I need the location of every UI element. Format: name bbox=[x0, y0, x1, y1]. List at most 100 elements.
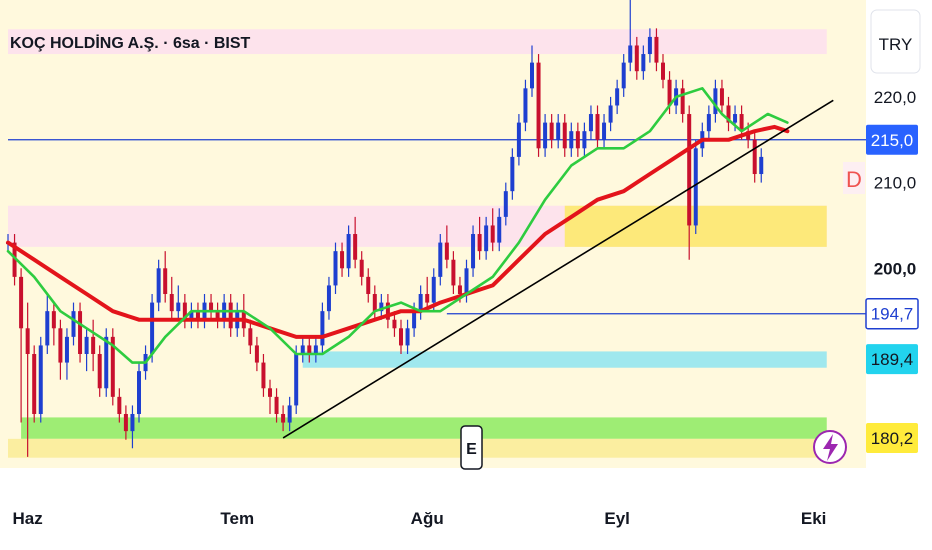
candle-76 bbox=[503, 182, 508, 226]
candle-11 bbox=[78, 302, 83, 363]
candle-88 bbox=[582, 122, 587, 157]
candle-55 bbox=[366, 268, 371, 303]
indicator-badge[interactable]: D bbox=[843, 162, 865, 194]
zone-4 bbox=[21, 417, 827, 439]
candle-81 bbox=[536, 54, 541, 157]
candle-31 bbox=[209, 294, 214, 320]
candles-layer bbox=[6, 0, 764, 457]
candle-66 bbox=[438, 234, 443, 286]
time-axis[interactable]: Haz Tem Ağu Eyl Eki bbox=[13, 509, 827, 528]
candle-90 bbox=[595, 105, 600, 149]
indicator-letter: D bbox=[846, 167, 862, 192]
candle-32 bbox=[215, 302, 220, 329]
candle-18 bbox=[123, 405, 128, 440]
candle-20 bbox=[137, 362, 141, 423]
candle-41 bbox=[274, 388, 279, 423]
candle-26 bbox=[176, 285, 181, 320]
candle-24 bbox=[163, 251, 168, 303]
candle-92 bbox=[608, 96, 613, 132]
candle-8 bbox=[58, 319, 63, 380]
candle-51 bbox=[340, 242, 345, 277]
svg-text:180,2: 180,2 bbox=[871, 429, 914, 448]
trendline[interactable] bbox=[282, 99, 834, 439]
candle-48 bbox=[320, 302, 325, 354]
candle-19 bbox=[130, 405, 135, 449]
candle-34 bbox=[228, 294, 233, 337]
candle-3 bbox=[25, 302, 30, 457]
candle-40 bbox=[268, 379, 272, 414]
candle-56 bbox=[372, 285, 377, 320]
candle-52 bbox=[346, 225, 351, 277]
candle-2 bbox=[19, 268, 24, 423]
candle-43 bbox=[287, 396, 292, 432]
candle-44 bbox=[294, 345, 299, 414]
price-tag-2: 189,4 bbox=[866, 344, 918, 375]
candle-100 bbox=[661, 54, 665, 89]
flash-icon[interactable] bbox=[813, 430, 847, 464]
candle-12 bbox=[84, 328, 89, 372]
currency-button[interactable]: TRY bbox=[870, 9, 921, 74]
y-tick-1: 210,0 bbox=[874, 174, 917, 193]
candle-9 bbox=[64, 328, 69, 380]
candle-29 bbox=[195, 302, 200, 329]
currency-button-label: TRY bbox=[879, 35, 913, 54]
candle-114 bbox=[752, 131, 757, 183]
candle-45 bbox=[300, 336, 305, 363]
candle-17 bbox=[117, 388, 122, 423]
candle-68 bbox=[451, 251, 456, 295]
candle-73 bbox=[484, 216, 489, 260]
candle-77 bbox=[510, 148, 515, 200]
candle-110 bbox=[726, 96, 731, 132]
zone-3 bbox=[302, 351, 827, 368]
svg-text:194,7: 194,7 bbox=[871, 305, 914, 324]
candle-64 bbox=[425, 276, 430, 312]
candle-16 bbox=[110, 328, 115, 406]
candle-74 bbox=[490, 208, 495, 252]
x-tick-4: Eki bbox=[801, 509, 827, 528]
candle-98 bbox=[647, 28, 652, 63]
candle-23 bbox=[156, 259, 161, 312]
candle-63 bbox=[418, 285, 423, 320]
x-tick-3: Eyl bbox=[604, 509, 630, 528]
x-tick-1: Tem bbox=[220, 509, 254, 528]
candle-71 bbox=[471, 225, 476, 277]
candle-82 bbox=[543, 114, 548, 157]
price-tag-1: 194,7 bbox=[865, 297, 919, 330]
ema-fast-line[interactable] bbox=[6, 87, 789, 364]
candle-50 bbox=[333, 242, 338, 295]
candle-57 bbox=[379, 294, 384, 320]
candle-1 bbox=[12, 234, 17, 286]
price-axis[interactable]: 220,0 210,0 200,0 bbox=[874, 88, 917, 278]
x-tick-0: Haz bbox=[13, 509, 43, 528]
candle-7 bbox=[51, 302, 56, 346]
y-tick-0: 220,0 bbox=[874, 88, 917, 107]
candle-14 bbox=[97, 345, 102, 397]
earnings-marker[interactable]: E bbox=[460, 425, 483, 470]
price-tag-3: 180,2 bbox=[866, 422, 918, 453]
candle-72 bbox=[477, 216, 482, 260]
earnings-marker-label: E bbox=[466, 441, 477, 458]
zone-5 bbox=[8, 438, 827, 458]
candle-80 bbox=[530, 45, 534, 97]
candle-10 bbox=[71, 302, 76, 346]
candle-91 bbox=[602, 114, 607, 149]
candle-89 bbox=[588, 105, 593, 140]
candle-42 bbox=[281, 405, 286, 432]
candle-79 bbox=[523, 79, 528, 132]
candle-105 bbox=[693, 139, 698, 235]
ema-slow-line[interactable] bbox=[6, 124, 790, 339]
chart-title: KOÇ HOLDİNG A.Ş. · 6sa · BIST bbox=[10, 34, 251, 52]
candle-13 bbox=[91, 319, 96, 372]
candle-59 bbox=[392, 311, 397, 337]
candle-78 bbox=[516, 114, 521, 166]
candle-97 bbox=[641, 45, 646, 80]
candle-25 bbox=[169, 276, 174, 320]
candle-47 bbox=[313, 336, 318, 363]
candle-108 bbox=[713, 79, 718, 123]
candle-99 bbox=[654, 28, 659, 72]
svg-text:215,0: 215,0 bbox=[871, 131, 914, 150]
candle-94 bbox=[621, 54, 626, 97]
price-tags-layer: 215,0 194,7 189,4 180,2 bbox=[865, 124, 919, 453]
